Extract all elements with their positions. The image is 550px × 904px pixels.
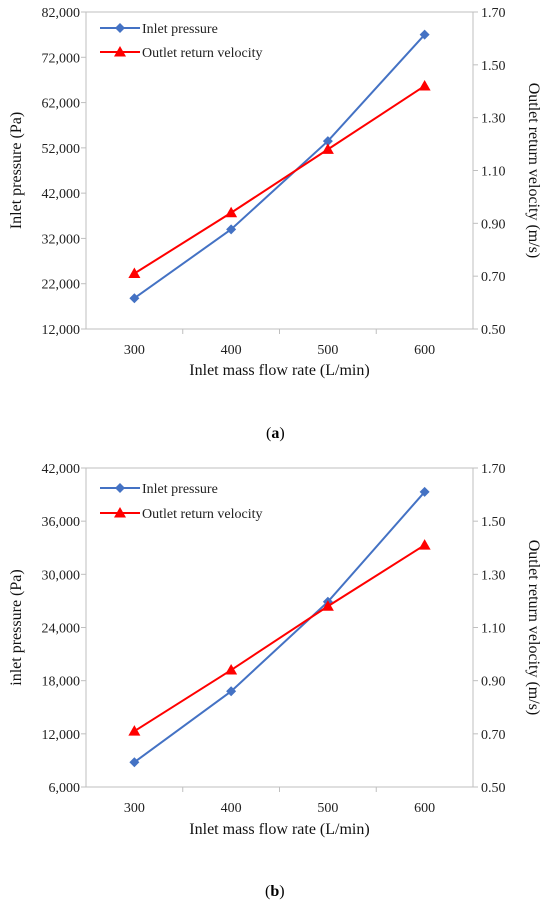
y2-tick-label: 1.70 bbox=[481, 6, 506, 21]
chart-panel-a: 12,000 22,000 32,000 42,000 52,000 62,000 72,0… bbox=[8, 6, 542, 379]
y2-tick-label: 1.30 bbox=[481, 568, 506, 583]
data-point-diamond bbox=[129, 293, 140, 304]
legend-marker-diamond bbox=[115, 23, 125, 33]
y2-tick-label: 1.10 bbox=[481, 622, 506, 637]
y-tick-label: 82,000 bbox=[42, 6, 81, 21]
x-tick-label: 300 bbox=[124, 343, 145, 358]
y-tick-label: 32,000 bbox=[42, 232, 81, 247]
x-tick-label: 500 bbox=[317, 801, 338, 816]
series-line bbox=[133, 85, 426, 275]
legend-label: Inlet pressure bbox=[142, 482, 218, 497]
y2-tick-label: 1.30 bbox=[481, 112, 506, 127]
caption-b-open: ( bbox=[265, 883, 271, 900]
y-axis-label: inlet pressure (Pa) bbox=[8, 569, 25, 685]
y-tick-label: 22,000 bbox=[42, 278, 81, 293]
caption-b-letter: b bbox=[270, 883, 280, 900]
y-tick-label: 42,000 bbox=[42, 187, 81, 202]
y-tick-label: 72,000 bbox=[42, 51, 81, 66]
data-point-triangle bbox=[225, 206, 238, 218]
y2-tick-label: 0.50 bbox=[481, 323, 506, 338]
y2-tick-label: 1.70 bbox=[481, 462, 506, 477]
chart-panel-b: 6,000 12,000 18,000 24,000 30,000 36,000 42,00… bbox=[8, 462, 542, 838]
data-point-diamond bbox=[419, 29, 430, 40]
x-tick-label: 500 bbox=[317, 343, 338, 358]
y-tick-label: 30,000 bbox=[42, 568, 81, 583]
data-point-triangle bbox=[321, 143, 334, 154]
y-tick-label: 18,000 bbox=[42, 675, 81, 690]
x-tick-label: 600 bbox=[414, 801, 435, 816]
series-line bbox=[133, 33, 426, 300]
caption-a-close: ) bbox=[279, 425, 285, 442]
legend-label: Outlet return velocity bbox=[142, 46, 263, 61]
y2-axis-label: Outlet return velocity (m/s) bbox=[525, 83, 542, 259]
y2-tick-label: 0.70 bbox=[481, 270, 506, 285]
legend-marker-diamond bbox=[115, 483, 125, 493]
y2-tick-label: 0.70 bbox=[481, 728, 506, 743]
y2-tick-label: 0.90 bbox=[481, 675, 506, 690]
y-tick-label: 36,000 bbox=[42, 515, 81, 530]
data-point-triangle bbox=[128, 267, 141, 279]
data-point-diamond bbox=[419, 486, 430, 497]
y2-tick-label: 1.50 bbox=[481, 515, 506, 530]
legend-marker-triangle bbox=[114, 46, 126, 57]
x-tick-label: 300 bbox=[124, 801, 145, 816]
y2-tick-label: 1.50 bbox=[481, 59, 506, 74]
y-tick-label: 42,000 bbox=[42, 462, 81, 477]
y-axis-label: Inlet pressure (Pa) bbox=[8, 112, 25, 229]
data-point-diamond bbox=[226, 224, 237, 235]
caption-a-letter: a bbox=[271, 425, 280, 442]
caption-b: (b) bbox=[265, 883, 285, 901]
x-tick-label: 600 bbox=[414, 343, 435, 358]
y2-tick-label: 0.90 bbox=[481, 217, 506, 232]
data-point-triangle bbox=[418, 539, 431, 550]
x-tick-label: 400 bbox=[221, 343, 242, 358]
x-tick-label: 400 bbox=[221, 801, 242, 816]
data-point-diamond bbox=[226, 686, 237, 697]
y-tick-label: 12,000 bbox=[42, 323, 81, 338]
data-point-triangle bbox=[418, 79, 431, 91]
data-point-triangle bbox=[321, 600, 334, 611]
y-tick-label: 62,000 bbox=[42, 97, 81, 112]
x-axis-label: Inlet mass flow rate (L/min) bbox=[189, 362, 369, 379]
legend-label: Inlet pressure bbox=[142, 22, 218, 37]
data-point-triangle bbox=[128, 725, 141, 736]
caption-b-close: ) bbox=[279, 883, 285, 900]
y-tick-label: 52,000 bbox=[42, 142, 81, 157]
caption-a-open: ( bbox=[266, 425, 272, 442]
legend-label: Outlet return velocity bbox=[142, 507, 263, 522]
x-axis-label: Inlet mass flow rate (L/min) bbox=[189, 821, 369, 838]
y-tick-label: 6,000 bbox=[49, 781, 81, 796]
data-point-triangle bbox=[225, 664, 238, 675]
data-point-diamond bbox=[129, 757, 140, 768]
y2-tick-label: 1.10 bbox=[481, 165, 506, 180]
legend-marker-triangle bbox=[114, 507, 126, 518]
data-point-diamond bbox=[322, 136, 333, 147]
series-line bbox=[133, 491, 426, 763]
y2-tick-label: 0.50 bbox=[481, 781, 506, 796]
series-line bbox=[133, 544, 426, 733]
caption-a: (a) bbox=[266, 425, 285, 443]
y-tick-label: 24,000 bbox=[42, 622, 81, 637]
y-tick-label: 12,000 bbox=[42, 728, 81, 743]
y2-axis-label: Outlet return velocity (m/s) bbox=[525, 540, 542, 716]
